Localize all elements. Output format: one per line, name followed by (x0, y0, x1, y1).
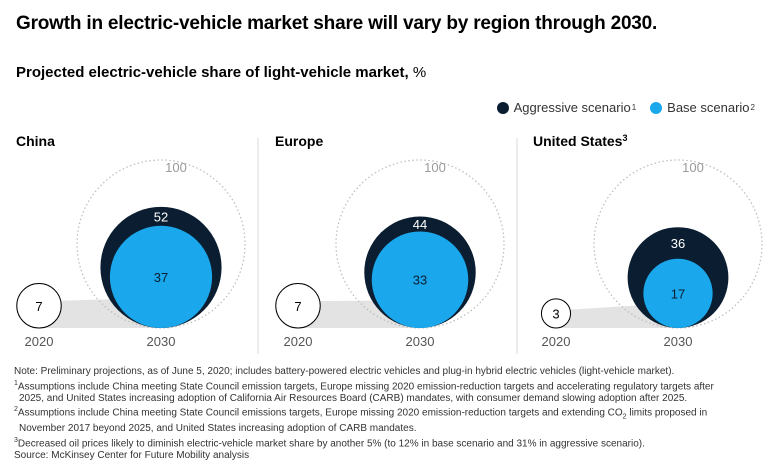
panel-china: China 100 52 37 7 2020 2030 (16, 133, 246, 349)
legend-swatch-base (650, 101, 663, 114)
region-label: China (16, 133, 55, 149)
base-circle-2030 (109, 225, 213, 328)
legend-note-aggressive: 1 (631, 103, 637, 112)
aggressive-value-label: 44 (413, 217, 427, 232)
legend-item-base: Base scenario 2 (650, 100, 755, 115)
region-label: Europe (275, 133, 323, 149)
panel-europe: Europe 100 44 33 7 2020 2030 (275, 133, 505, 349)
value-label-2020: 3 (552, 306, 559, 321)
footnote-2-sub: 2 (622, 413, 627, 421)
footnote-2-cont: November 2017 beyond 2025, and United St… (19, 423, 417, 435)
base-value-label: 33 (413, 273, 427, 288)
reference-label: 100 (424, 160, 446, 175)
aggressive-value-label: 36 (671, 236, 685, 251)
footnote-source: Source: McKinsey Center for Future Mobil… (14, 449, 250, 461)
base-circle-2030 (643, 258, 713, 328)
year-label-2020: 2020 (284, 334, 313, 349)
value-label-2020: 7 (294, 299, 301, 314)
year-label-2030: 2030 (664, 334, 693, 349)
footnote-note: Note: Preliminary projections, as of Jun… (14, 366, 675, 377)
legend-swatch-aggressive (496, 101, 509, 114)
footnote-3: 3Decreased oil prices likely to diminish… (14, 435, 759, 450)
footnote-2: 2Assumptions include China meeting State… (14, 404, 759, 423)
value-circle-2020 (540, 298, 572, 329)
region-name: Europe (275, 133, 323, 149)
year-label-2020: 2020 (25, 334, 54, 349)
footnote-3-text: Decreased oil prices likely to diminish … (17, 437, 645, 449)
aggressive-value-label: 52 (154, 209, 168, 224)
year-label-2030: 2030 (147, 334, 176, 349)
legend: Aggressive scenario 1 Base scenario 2 (483, 100, 755, 115)
region-label: United States3 (533, 133, 627, 149)
legend-label-base: Base scenario (667, 100, 750, 115)
year-label-2020: 2020 (542, 334, 571, 349)
chart-title: Growth in electric-vehicle market share … (16, 13, 658, 34)
footnote-1-line-a: Assumptions include China meeting State … (17, 380, 714, 392)
footnote-1: 1Assumptions include China meeting State… (14, 378, 759, 393)
subtitle-text: Projected electric-vehicle share of ligh… (16, 64, 409, 81)
subtitle-unit: % (412, 64, 427, 81)
base-value-label: 37 (154, 270, 168, 285)
reference-circle-100 (335, 159, 505, 329)
legend-item-aggressive: Aggressive scenario 1 (496, 100, 637, 115)
base-circle-2030 (371, 231, 469, 328)
region-note: 3 (622, 133, 627, 143)
reference-label: 100 (165, 160, 187, 175)
year-label-2030: 2030 (406, 334, 435, 349)
footnote-2-mark: 2 (14, 406, 18, 414)
reference-label: 100 (682, 160, 704, 175)
chart-subtitle: Projected electric-vehicle share of ligh… (16, 64, 426, 81)
region-name: United States (533, 133, 623, 149)
reference-circle-100 (76, 159, 246, 329)
footnote-1-mark: 1 (14, 379, 18, 387)
legend-note-base: 2 (750, 103, 755, 112)
footnote-2-line-a2: limits proposed in (626, 407, 708, 419)
base-value-label: 17 (671, 286, 685, 301)
footnotes: Note: Preliminary projections, as of Jun… (14, 366, 759, 461)
footnote-3-mark: 3 (14, 436, 18, 444)
footnote-2-line-a: Assumptions include China meeting State … (17, 407, 623, 419)
legend-label-aggressive: Aggressive scenario (513, 100, 631, 115)
value-label-2020: 7 (35, 299, 42, 314)
value-circle-2020 (275, 283, 321, 329)
reference-circle-100 (593, 159, 763, 329)
value-circle-2020 (16, 283, 62, 329)
region-name: China (16, 133, 55, 149)
footnote-1-cont: 2025, and United States increasing adopt… (19, 392, 688, 404)
